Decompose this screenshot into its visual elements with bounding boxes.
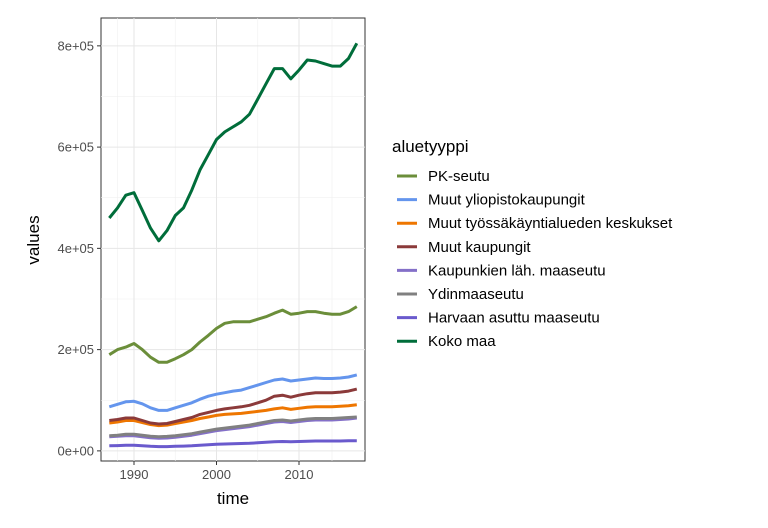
legend-label-muut-kaupungit: Muut kaupungit	[428, 239, 531, 256]
y-tick-label: 0e+00	[57, 443, 94, 458]
legend-label-ydinmaaseutu: Ydinmaaseutu	[428, 286, 524, 303]
plot-panel	[100, 17, 366, 462]
x-tick-label: 1990	[120, 467, 149, 482]
legend-label-koko-maa: Koko maa	[428, 333, 496, 350]
y-tick-label: 6e+05	[57, 140, 94, 155]
x-tick-label: 2000	[202, 467, 231, 482]
series-line-muut-yliopistokaupungit	[108, 373, 358, 412]
legend-label-pk-seutu: PK-seutu	[428, 168, 490, 185]
legend-title: aluetyyppi	[392, 137, 469, 156]
legend-label-muut-yliopistokaupungit: Muut yliopistokaupungit	[428, 192, 586, 209]
gridlines	[101, 18, 365, 461]
series-line-ydinmaaseutu	[109, 415, 357, 439]
legend-label-muut-ty-ss-k-yntialueden-keskukset: Muut työssäkäyntialueden keskukset	[428, 215, 673, 232]
series-line-muut-kaupungit	[109, 387, 358, 426]
legend-label-harvaan-asuttu-maaseutu: Harvaan asuttu maaseutu	[428, 310, 600, 327]
y-axis: 0e+00 2e+05 4e+05 6e+05 8e+05	[57, 38, 101, 458]
legend: aluetyyppi PK-seutu Muut yliopistokaupung…	[392, 137, 673, 350]
series-lines	[108, 42, 359, 449]
y-tick-label: 8e+05	[57, 38, 94, 53]
legend-label-kaupunkien-l-h-maaseutu: Kaupunkien läh. maaseutu	[428, 262, 606, 279]
series-line-koko-maa	[108, 42, 359, 243]
y-tick-label: 2e+05	[57, 342, 94, 357]
y-tick-label: 4e+05	[57, 241, 94, 256]
y-axis-title: values	[24, 215, 43, 264]
series-line-pk-seutu	[108, 305, 358, 364]
x-tick-label: 2010	[285, 467, 314, 482]
x-axis: 1990 2000 2010	[120, 461, 314, 482]
x-axis-title: time	[217, 489, 249, 508]
series-line-harvaan-asuttu-maaseutu	[109, 439, 357, 449]
